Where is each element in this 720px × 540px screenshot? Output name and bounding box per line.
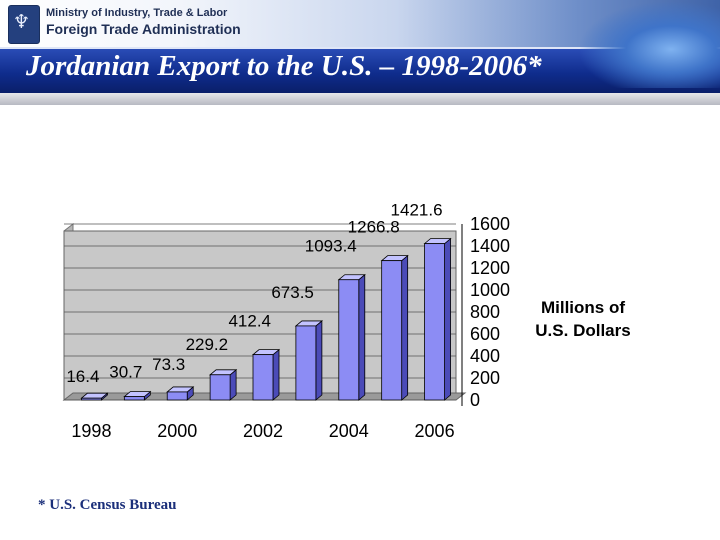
y-tick-label: 1400 xyxy=(470,236,510,256)
bar xyxy=(381,260,403,401)
y-axis-title: U.S. Dollars xyxy=(535,321,630,340)
x-tick-label: 1998 xyxy=(71,421,111,441)
globe-graphic xyxy=(580,2,720,88)
y-tick-label: 400 xyxy=(470,346,500,366)
bar xyxy=(81,397,102,401)
data-label: 1093.4 xyxy=(305,237,357,256)
y-tick-label: 1000 xyxy=(470,280,510,300)
bar xyxy=(123,396,145,401)
bar-side xyxy=(358,273,366,401)
bar-side xyxy=(401,254,409,401)
bar xyxy=(424,243,445,401)
data-label: 1421.6 xyxy=(391,201,443,220)
data-label: 73.3 xyxy=(152,355,185,374)
y-tick-label: 1200 xyxy=(470,258,510,278)
data-label: 412.4 xyxy=(228,312,271,331)
bar xyxy=(209,374,231,401)
y-axis-title: Millions of xyxy=(541,298,625,317)
data-label: 673.5 xyxy=(271,283,314,302)
data-label: 229.2 xyxy=(186,335,229,354)
x-tick-label: 2000 xyxy=(157,421,197,441)
agency-name: Foreign Trade Administration xyxy=(46,21,241,37)
header-banner: ♆ Ministry of Industry, Trade & Labor Fo… xyxy=(0,0,720,110)
y-tick-label: 200 xyxy=(470,368,500,388)
bar xyxy=(338,279,360,401)
y-tick-label: 0 xyxy=(470,390,480,410)
bar xyxy=(166,391,188,401)
bar xyxy=(295,325,317,401)
x-tick-label: 2002 xyxy=(243,421,283,441)
bar-side xyxy=(315,320,323,401)
bar-side xyxy=(444,237,451,401)
bar-side xyxy=(272,348,280,401)
y-tick-label: 1600 xyxy=(470,214,510,234)
ministry-name: Ministry of Industry, Trade & Labor xyxy=(46,7,228,19)
menorah-emblem-icon: ♆ xyxy=(8,5,40,44)
x-tick-label: 2006 xyxy=(415,421,455,441)
x-tick-label: 2004 xyxy=(329,421,369,441)
y-tick-label: 600 xyxy=(470,324,500,344)
slide-title: Jordanian Export to the U.S. – 1998-2006… xyxy=(26,50,542,82)
data-label: 16.4 xyxy=(66,367,99,386)
bar xyxy=(252,354,274,401)
y-tick-label: 800 xyxy=(470,302,500,322)
header-divider xyxy=(0,93,720,105)
data-label: 1266.8 xyxy=(348,218,400,237)
data-label: 30.7 xyxy=(109,363,142,382)
source-footnote: * U.S. Census Bureau xyxy=(38,497,177,513)
